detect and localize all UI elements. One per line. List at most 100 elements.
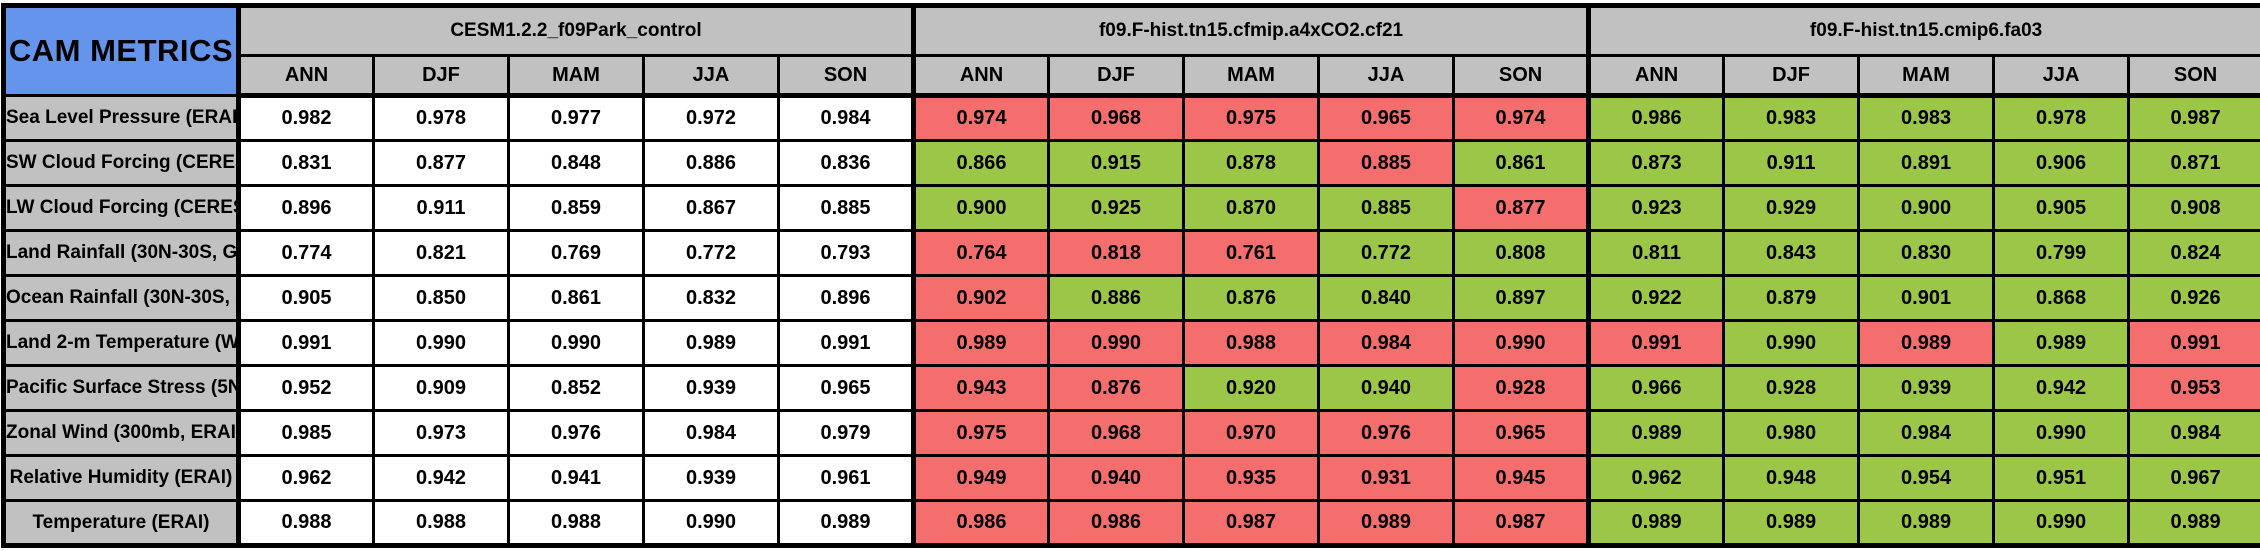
season-header-2-ann: ANN <box>1586 54 1726 98</box>
row-label: Ocean Rainfall (30N-30S, GPCP) <box>2 274 241 322</box>
metric-value-cell: 0.972 <box>642 94 780 142</box>
metric-value-cell: 0.886 <box>642 139 780 187</box>
metric-value-cell: 0.897 <box>1452 274 1591 322</box>
metric-value-cell: 0.980 <box>1722 409 1861 457</box>
metric-value-cell: 0.940 <box>1317 364 1456 412</box>
season-header-2-mam: MAM <box>1857 54 1996 98</box>
metric-value-cell: 0.818 <box>1047 229 1186 277</box>
metric-value-cell: 0.953 <box>2127 364 2260 412</box>
metric-value-cell: 0.843 <box>1722 229 1861 277</box>
metric-value-cell: 0.799 <box>1992 229 2131 277</box>
metric-value-cell: 0.962 <box>236 454 375 502</box>
metric-value-cell: 0.840 <box>1317 274 1456 322</box>
metric-value-cell: 0.986 <box>911 499 1051 547</box>
metric-value-cell: 0.867 <box>642 184 780 232</box>
metric-value-cell: 0.978 <box>372 94 510 142</box>
season-header-0-ann: ANN <box>236 54 375 98</box>
metric-value-cell: 0.987 <box>1452 499 1591 547</box>
metric-value-cell: 0.974 <box>911 94 1051 142</box>
metric-value-cell: 0.891 <box>1857 139 1996 187</box>
metric-value-cell: 0.905 <box>236 274 375 322</box>
metric-value-cell: 0.962 <box>1586 454 1726 502</box>
metric-value-cell: 0.986 <box>1586 94 1726 142</box>
metric-value-cell: 0.949 <box>911 454 1051 502</box>
metric-value-cell: 0.990 <box>1992 409 2131 457</box>
metric-value-cell: 0.886 <box>1047 274 1186 322</box>
metric-value-cell: 0.885 <box>776 184 916 232</box>
metric-value-cell: 0.928 <box>1452 364 1591 412</box>
metric-value-cell: 0.984 <box>2127 409 2260 457</box>
row-label: Relative Humidity (ERAI) <box>2 454 241 502</box>
metric-value-cell: 0.989 <box>911 319 1051 367</box>
metric-value-cell: 0.985 <box>236 409 375 457</box>
metric-value-cell: 0.977 <box>507 94 645 142</box>
table-row: Zonal Wind (300mb, ERAI) 0.985 0.973 0.976 0… <box>2 409 2260 457</box>
metric-value-cell: 0.923 <box>1586 184 1726 232</box>
metric-value-cell: 0.983 <box>1857 94 1996 142</box>
metric-value-cell: 0.939 <box>642 454 780 502</box>
metric-value-cell: 0.885 <box>1317 139 1456 187</box>
metric-value-cell: 0.982 <box>236 94 375 142</box>
metric-value-cell: 0.939 <box>642 364 780 412</box>
season-header-0-djf: DJF <box>372 54 510 98</box>
table-row: Relative Humidity (ERAI) 0.962 0.942 0.941 0… <box>2 454 2260 502</box>
metric-value-cell: 0.848 <box>507 139 645 187</box>
metric-value-cell: 0.906 <box>1992 139 2131 187</box>
season-header-1-djf: DJF <box>1047 54 1186 98</box>
metric-value-cell: 0.942 <box>372 454 510 502</box>
metric-value-cell: 0.931 <box>1317 454 1456 502</box>
metric-value-cell: 0.990 <box>372 319 510 367</box>
metric-value-cell: 0.830 <box>1857 229 1996 277</box>
metric-value-cell: 0.940 <box>1047 454 1186 502</box>
metric-value-cell: 0.988 <box>236 499 375 547</box>
metric-value-cell: 0.989 <box>1857 319 1996 367</box>
metric-value-cell: 0.905 <box>1992 184 2131 232</box>
metric-value-cell: 0.975 <box>1182 94 1321 142</box>
metric-value-cell: 0.987 <box>1182 499 1321 547</box>
metric-value-cell: 0.966 <box>1586 364 1726 412</box>
metric-value-cell: 0.908 <box>2127 184 2260 232</box>
metric-value-cell: 0.984 <box>642 409 780 457</box>
table-row: Temperature (ERAI) 0.988 0.988 0.988 0.990 0.… <box>2 499 2260 547</box>
row-label: Temperature (ERAI) <box>2 499 241 547</box>
model-header-cfmip-a4xco2: f09.F-hist.tn15.cfmip.a4xCO2.cf21 <box>911 4 1591 57</box>
metric-value-cell: 0.988 <box>1182 319 1321 367</box>
metric-value-cell: 0.990 <box>507 319 645 367</box>
metric-value-cell: 0.991 <box>1586 319 1726 367</box>
metric-value-cell: 0.988 <box>507 499 645 547</box>
model-header-cmip6: f09.F-hist.tn15.cmip6.fa03 <box>1586 4 2260 57</box>
table-row: Pacific Surface Stress (5N-5S,ERS)0.9520… <box>2 364 2260 412</box>
metric-value-cell: 0.989 <box>1586 499 1726 547</box>
season-header-0-jja: JJA <box>642 54 780 98</box>
metric-value-cell: 0.989 <box>2127 499 2260 547</box>
table-row: Ocean Rainfall (30N-30S, GPCP)0.9050.850… <box>2 274 2260 322</box>
table-row: Land Rainfall (30N-30S, GPCP)0.7740.8210… <box>2 229 2260 277</box>
metric-value-cell: 0.965 <box>776 364 916 412</box>
metric-value-cell: 0.970 <box>1182 409 1321 457</box>
metric-value-cell: 0.922 <box>1586 274 1726 322</box>
metric-value-cell: 0.821 <box>372 229 510 277</box>
metric-value-cell: 0.989 <box>776 499 916 547</box>
metric-value-cell: 0.989 <box>1857 499 1996 547</box>
metric-value-cell: 0.952 <box>236 364 375 412</box>
season-header-0-son: SON <box>776 54 916 98</box>
metric-value-cell: 0.896 <box>236 184 375 232</box>
metric-value-cell: 0.987 <box>2127 94 2260 142</box>
table-row: Sea Level Pressure (ERAI) 0.982 0.978 0.977… <box>2 94 2260 142</box>
row-label: Pacific Surface Stress (5N-5S,ERS) <box>2 364 241 412</box>
metric-value-cell: 0.954 <box>1857 454 1996 502</box>
metric-value-cell: 0.990 <box>1722 319 1861 367</box>
metric-value-cell: 0.951 <box>1992 454 2131 502</box>
metric-value-cell: 0.990 <box>1047 319 1186 367</box>
metric-value-cell: 0.942 <box>1992 364 2131 412</box>
metric-value-cell: 0.831 <box>236 139 375 187</box>
metric-value-cell: 0.909 <box>372 364 510 412</box>
metric-value-cell: 0.990 <box>1992 499 2131 547</box>
season-header-1-son: SON <box>1452 54 1591 98</box>
metric-value-cell: 0.973 <box>372 409 510 457</box>
table-row: LW Cloud Forcing (CERES-EBAF)0.8960.9110… <box>2 184 2260 232</box>
season-header-1-mam: MAM <box>1182 54 1321 98</box>
metric-value-cell: 0.945 <box>1452 454 1591 502</box>
metric-value-cell: 0.983 <box>1722 94 1861 142</box>
